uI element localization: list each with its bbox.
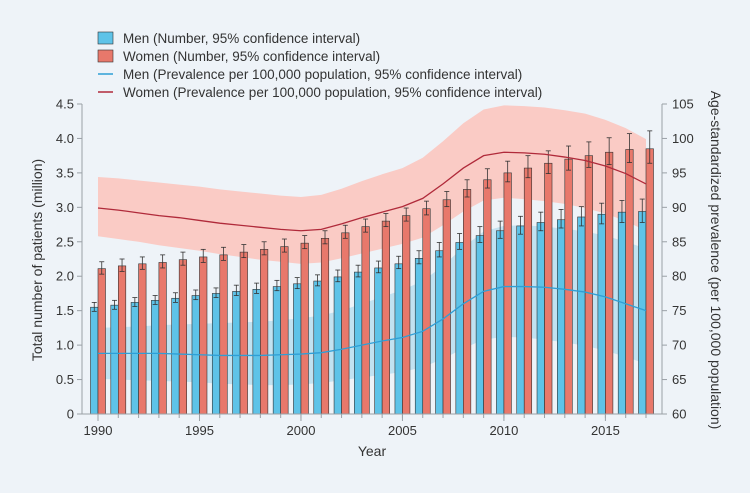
- bar-men: [211, 293, 221, 415]
- bar-women: [523, 167, 533, 415]
- bar-men: [293, 283, 302, 415]
- y-tick-label: 2.0: [56, 269, 74, 284]
- bar-women: [503, 172, 512, 415]
- y-tick-label: 1.0: [56, 338, 74, 353]
- y2-tick-label: 75: [672, 303, 686, 318]
- bar-women: [158, 262, 167, 415]
- legend-label: Women (Prevalence per 100,000 population…: [123, 85, 542, 100]
- bar-men: [272, 286, 281, 415]
- y2-tick-label: 85: [672, 234, 686, 249]
- bar-men: [475, 235, 484, 415]
- bar-men: [638, 211, 647, 415]
- y2-tick-label: 100: [672, 131, 694, 146]
- legend-bar-swatch-women: [97, 49, 114, 63]
- bar-men: [617, 211, 627, 415]
- bar-men: [171, 297, 180, 415]
- bar-women: [300, 242, 309, 415]
- y-tick-label: 0.5: [56, 372, 74, 387]
- x-axis-title: Year: [358, 443, 387, 459]
- bar-women: [320, 238, 330, 415]
- y-tick-label: 2.5: [56, 234, 74, 249]
- bar-men: [130, 302, 139, 415]
- legend-label: Women (Number, 95% confidence interval): [123, 49, 380, 64]
- bar-women: [361, 226, 370, 415]
- bar-men: [435, 250, 444, 415]
- bar-men: [333, 276, 342, 415]
- bar-men: [455, 242, 464, 415]
- bar-men: [557, 219, 566, 415]
- y-tick-label: 3.5: [56, 165, 74, 180]
- bar-women: [178, 259, 187, 415]
- bar-men: [414, 258, 424, 415]
- bar-women: [442, 199, 451, 415]
- bar-women: [97, 268, 106, 415]
- y2-tick-label: 105: [672, 97, 694, 112]
- x-tick-label: 1995: [185, 423, 214, 438]
- bar-women: [219, 254, 228, 415]
- legend-bar-swatch-men: [97, 31, 114, 45]
- y2-tick-label: 65: [672, 372, 686, 387]
- bar-women: [117, 265, 127, 415]
- bar-women: [544, 162, 553, 415]
- bar-men: [151, 300, 160, 415]
- prevalence-line-men: [98, 285, 647, 357]
- y-tick-label: 4.5: [56, 97, 74, 112]
- y-tick-label: 4.0: [56, 131, 74, 146]
- y-tick-label: 1.5: [56, 303, 74, 318]
- bar-women: [199, 256, 208, 415]
- bar-women: [422, 208, 431, 415]
- bar-men: [577, 216, 586, 415]
- y-tick-label: 0: [67, 407, 74, 422]
- bar-women: [483, 179, 492, 415]
- y2-tick-label: 90: [672, 200, 686, 215]
- y-tick-label: 3.0: [56, 200, 74, 215]
- legend: Men (Number, 95% confidence interval) Wom…: [97, 31, 542, 100]
- bar-men: [252, 289, 261, 415]
- bar-women: [564, 158, 573, 415]
- x-tick-label: 2000: [287, 423, 316, 438]
- bar-women: [260, 249, 269, 415]
- bar-women: [138, 263, 147, 415]
- bar-women: [584, 155, 593, 415]
- axes: 0 0.5 1.0 1.5 2.0 2.5 3.0 3.5 4.0 4.5 60 65 70 75 80 85…: [56, 97, 694, 439]
- bar-women: [341, 232, 350, 415]
- bar-women: [381, 220, 390, 415]
- bar-men: [110, 304, 119, 415]
- y2-tick-label: 95: [672, 165, 686, 180]
- bar-men: [232, 291, 241, 415]
- bar-men: [354, 271, 363, 415]
- bar-men: [313, 280, 322, 415]
- x-tick-label: 2015: [591, 423, 620, 438]
- bar-women: [280, 246, 289, 415]
- bar-women: [625, 149, 634, 415]
- prevalence-line-women: [97, 151, 647, 232]
- bar-men: [536, 222, 545, 415]
- legend-label: Men (Number, 95% confidence interval): [123, 31, 360, 46]
- legend-label: Men (Prevalence per 100,000 population, …: [123, 67, 522, 82]
- y2-tick-label: 70: [672, 338, 686, 353]
- bar-men: [90, 306, 99, 415]
- bar-women: [645, 148, 654, 415]
- y2-tick-label: 80: [672, 269, 686, 284]
- y2-tick-label: 60: [672, 407, 686, 422]
- x-tick-label: 2010: [489, 423, 518, 438]
- bar-men: [516, 225, 525, 415]
- bar-women: [605, 151, 614, 415]
- prevalence-lines: [97, 151, 647, 357]
- bar-men: [496, 230, 505, 415]
- y-axis-title: Total number of patients (million): [29, 159, 45, 361]
- bar-women: [239, 251, 248, 415]
- y2-axis-title: Age-standardized prevalence (per 100,000…: [708, 91, 724, 430]
- bar-women: [402, 215, 411, 415]
- x-tick-label: 2005: [388, 423, 417, 438]
- bar-men: [597, 213, 606, 415]
- x-tick-label: 1990: [84, 423, 113, 438]
